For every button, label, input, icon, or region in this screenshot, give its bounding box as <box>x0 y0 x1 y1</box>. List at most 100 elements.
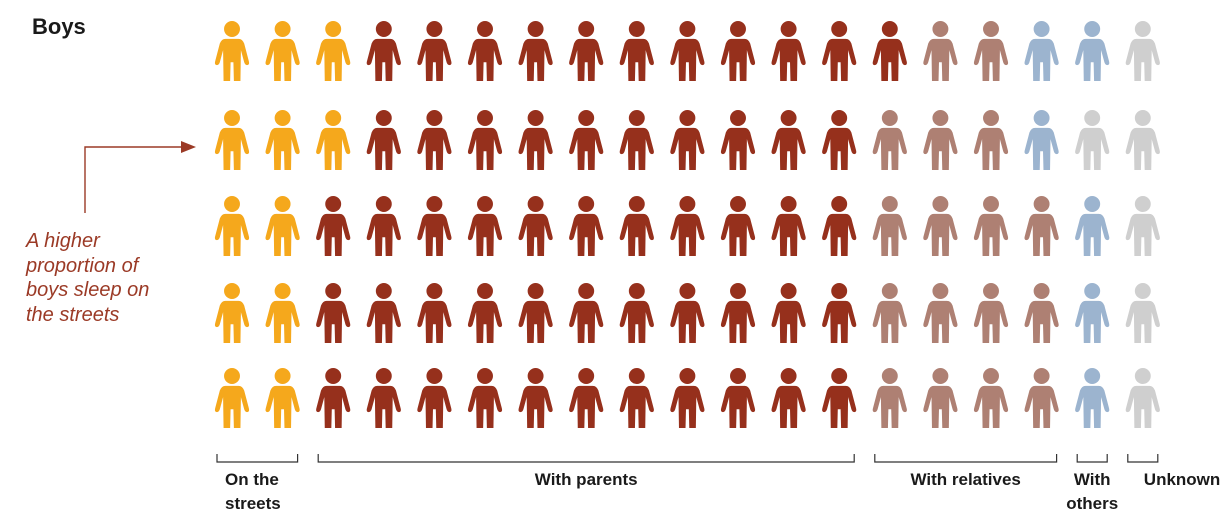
annotation-arrow-line <box>84 146 182 213</box>
person-icon <box>872 21 907 81</box>
person-icon <box>1075 110 1110 170</box>
annotation-text: A higher proportion of boys sleep on the… <box>26 229 186 327</box>
person-icon <box>467 110 503 170</box>
person-icon <box>822 196 857 256</box>
person-icon <box>923 21 958 81</box>
category-label-line: With relatives <box>911 470 1021 489</box>
category-label: Unknown <box>1144 470 1221 489</box>
category-label-line: With <box>1074 470 1111 489</box>
person-icon <box>720 196 756 256</box>
person-icon <box>467 196 503 256</box>
person-icon <box>316 368 351 428</box>
category-label: With others <box>1066 470 1118 513</box>
person-icon <box>467 368 503 428</box>
person-icon <box>518 196 553 256</box>
person-icon <box>1125 196 1160 256</box>
person-icon <box>316 110 351 170</box>
person-icon <box>214 283 250 343</box>
person-icon <box>720 283 756 343</box>
person-icon <box>822 21 857 81</box>
person-icon <box>366 283 401 343</box>
person-icon <box>569 196 604 256</box>
person-icon <box>720 110 756 170</box>
category-label-line: streets <box>225 494 281 513</box>
category-bracket <box>1127 454 1159 463</box>
person-icon <box>973 283 1009 343</box>
person-icon <box>923 368 958 428</box>
person-icon <box>265 283 300 343</box>
annotation-arrow <box>84 141 196 213</box>
person-icon <box>265 21 300 81</box>
person-icon <box>1024 283 1059 343</box>
person-icon <box>822 283 857 343</box>
person-icon <box>670 368 705 428</box>
person-icon <box>872 283 907 343</box>
person-icon <box>316 21 351 81</box>
person-icon <box>214 368 250 428</box>
category-bracket <box>317 454 855 463</box>
person-icon <box>619 283 654 343</box>
annotation-arrow-head <box>181 141 196 153</box>
person-icon <box>923 196 958 256</box>
category-label-line: Unknown <box>1144 470 1221 489</box>
person-icon <box>1024 368 1059 428</box>
person-icon <box>619 368 654 428</box>
annotation-line: proportion of <box>26 254 139 277</box>
person-icon <box>518 283 553 343</box>
icon-grid <box>214 21 1160 428</box>
person-icon <box>822 110 857 170</box>
person-icon <box>619 196 654 256</box>
annotation-line: boys sleep on <box>26 279 150 301</box>
person-icon <box>518 110 553 170</box>
person-icon <box>1125 283 1160 343</box>
person-icon <box>214 196 250 256</box>
person-icon <box>1125 21 1160 81</box>
person-icon <box>316 283 351 343</box>
category-bracket <box>216 454 299 463</box>
person-icon <box>771 110 806 170</box>
person-icon <box>366 368 401 428</box>
person-icon <box>973 196 1009 256</box>
category-label: On the streets <box>225 470 281 513</box>
person-icon <box>417 283 452 343</box>
person-icon <box>720 21 756 81</box>
person-icon <box>771 368 806 428</box>
person-icon <box>1024 21 1059 81</box>
category-brackets: On the streets With parents With relatives W… <box>216 454 1221 513</box>
person-icon <box>467 21 503 81</box>
person-icon <box>214 110 250 170</box>
category-bracket <box>1076 454 1108 463</box>
person-icon <box>619 110 654 170</box>
person-icon <box>973 368 1009 428</box>
category-label-line: On the <box>225 470 279 489</box>
person-icon <box>1075 196 1110 256</box>
category-label: With relatives <box>911 470 1021 489</box>
annotation-line: A higher <box>26 230 100 252</box>
person-icon <box>366 196 401 256</box>
person-icon <box>518 368 553 428</box>
person-icon <box>1075 21 1110 81</box>
person-icon <box>1075 283 1110 343</box>
person-icon <box>619 21 654 81</box>
category-label-line: others <box>1066 494 1118 513</box>
person-icon <box>973 21 1009 81</box>
person-icon <box>670 21 705 81</box>
person-icon <box>670 283 705 343</box>
person-icon <box>822 368 857 428</box>
person-icon <box>214 21 250 81</box>
person-icon <box>518 21 553 81</box>
person-icon <box>771 283 806 343</box>
person-icon <box>467 283 503 343</box>
person-icon <box>771 21 806 81</box>
person-icon <box>771 196 806 256</box>
category-label: With parents <box>535 470 638 489</box>
person-icon <box>265 368 300 428</box>
person-icon <box>316 196 351 256</box>
person-icon <box>1125 368 1160 428</box>
annotation-line: the streets <box>26 303 120 326</box>
person-icon <box>1125 110 1160 170</box>
person-icon <box>923 283 958 343</box>
person-icon <box>1024 196 1059 256</box>
person-icon <box>973 110 1009 170</box>
